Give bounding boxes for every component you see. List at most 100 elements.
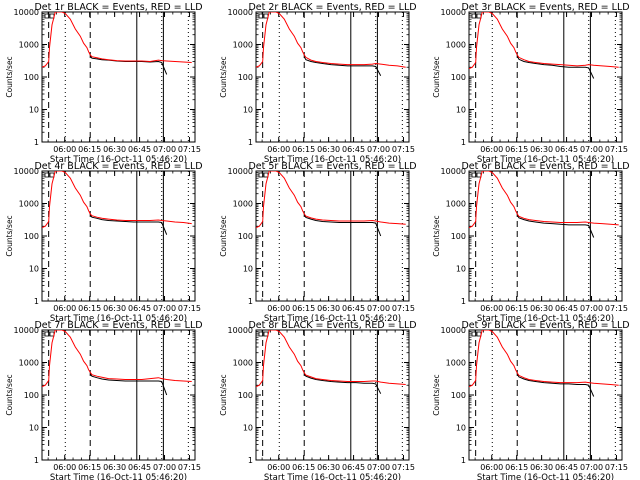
lld-line bbox=[256, 12, 406, 68]
x-tick-label: 06:15 bbox=[78, 145, 101, 154]
x-axis-label: Start Time (16-Oct-11 05:46:20) bbox=[264, 314, 401, 324]
x-tick-label: 07:00 bbox=[153, 145, 176, 154]
x-tick-label: 06:45 bbox=[342, 145, 365, 154]
x-tick-label: 06:45 bbox=[555, 304, 578, 313]
panel-title: Det 7r BLACK = Events, RED = LLD bbox=[34, 320, 202, 331]
time-markers bbox=[48, 330, 189, 460]
time-markers bbox=[262, 12, 403, 142]
x-tick-label: 06:00 bbox=[267, 463, 290, 472]
y-tick-label: 1 bbox=[461, 138, 466, 147]
x-tick-label: 06:45 bbox=[128, 304, 151, 313]
y-axis-label: Counts/sec bbox=[5, 215, 14, 256]
x-tick-label: 06:45 bbox=[555, 145, 578, 154]
y-tick-label: 10000 bbox=[14, 167, 39, 176]
lld-line bbox=[469, 12, 619, 70]
lld-line bbox=[42, 330, 192, 388]
legend-glyph bbox=[263, 331, 269, 337]
y-tick-label: 1000 bbox=[446, 359, 466, 368]
x-axis-label: Start Time (16-Oct-11 05:46:20) bbox=[50, 314, 187, 324]
y-axis-label: Counts/sec bbox=[432, 56, 441, 97]
x-tick-label: 06:30 bbox=[317, 304, 340, 313]
x-tick-label: 07:00 bbox=[153, 463, 176, 472]
y-tick-label: 1000 bbox=[446, 41, 466, 50]
x-tick-label: 06:15 bbox=[292, 304, 315, 313]
x-tick-label: 07:15 bbox=[178, 145, 201, 154]
x-tick-label: 07:15 bbox=[605, 463, 628, 472]
time-markers bbox=[262, 171, 403, 301]
y-tick-label: 100 bbox=[451, 73, 466, 82]
legend-glyph bbox=[263, 13, 269, 19]
x-tick-label: 06:00 bbox=[480, 145, 503, 154]
y-tick-label: 100 bbox=[238, 232, 253, 241]
y-tick-label: 1000 bbox=[233, 200, 253, 209]
x-tick-label: 06:15 bbox=[505, 463, 528, 472]
y-tick-label: 10000 bbox=[228, 326, 253, 335]
x-tick-label: 06:00 bbox=[267, 145, 290, 154]
y-tick-label: 1 bbox=[34, 297, 39, 306]
legend-glyph bbox=[471, 172, 477, 178]
y-tick-label: 10000 bbox=[228, 8, 253, 17]
x-tick-label: 06:45 bbox=[555, 463, 578, 472]
y-tick-label: 100 bbox=[24, 232, 39, 241]
x-tick-label: 06:30 bbox=[103, 304, 126, 313]
x-tick-label: 06:15 bbox=[78, 463, 101, 472]
y-tick-label: 10000 bbox=[14, 326, 39, 335]
legend-glyph bbox=[44, 13, 50, 19]
x-tick-label: 06:00 bbox=[267, 304, 290, 313]
x-tick-label: 07:15 bbox=[392, 463, 415, 472]
x-axis-label: Start Time (16-Oct-11 05:46:20) bbox=[264, 155, 401, 165]
x-tick-label: 06:15 bbox=[78, 304, 101, 313]
legend-glyph bbox=[476, 172, 482, 178]
x-tick-label: 06:30 bbox=[103, 145, 126, 154]
lld-line bbox=[42, 171, 192, 229]
y-tick-label: 10 bbox=[29, 106, 39, 115]
x-axis-label: Start Time (16-Oct-11 05:46:20) bbox=[50, 155, 187, 165]
y-tick-label: 10 bbox=[243, 265, 253, 274]
x-tick-label: 07:00 bbox=[367, 463, 390, 472]
x-tick-label: 06:30 bbox=[530, 145, 553, 154]
panel-title: Det 3r BLACK = Events, RED = LLD bbox=[461, 2, 629, 13]
y-tick-label: 10 bbox=[456, 424, 466, 433]
x-tick-label: 06:00 bbox=[480, 463, 503, 472]
x-tick-label: 07:00 bbox=[153, 304, 176, 313]
x-tick-label: 06:00 bbox=[53, 463, 76, 472]
legend-glyph bbox=[476, 13, 482, 19]
time-markers bbox=[48, 171, 189, 301]
legend-glyph bbox=[44, 331, 50, 337]
x-tick-label: 07:00 bbox=[580, 463, 603, 472]
y-axis-label: Counts/sec bbox=[219, 374, 228, 415]
y-tick-label: 10 bbox=[29, 424, 39, 433]
time-markers bbox=[475, 12, 616, 142]
legend-glyph bbox=[471, 13, 477, 19]
events-line bbox=[516, 214, 595, 238]
lld-line bbox=[256, 330, 406, 388]
time-markers bbox=[475, 330, 616, 460]
panel-3: Det 3r BLACK = Events, RED = LLD 1 10 100 10… bbox=[432, 2, 630, 165]
panel-title: Det 2r BLACK = Events, RED = LLD bbox=[248, 2, 416, 13]
lld-line bbox=[42, 12, 192, 68]
y-tick-label: 10000 bbox=[441, 167, 466, 176]
x-axis-label: Start Time (16-Oct-11 05:46:20) bbox=[477, 473, 614, 480]
lld-line bbox=[256, 171, 406, 229]
x-axis-label: Start Time (16-Oct-11 05:46:20) bbox=[477, 155, 614, 165]
y-axis-label: Counts/sec bbox=[432, 374, 441, 415]
time-markers bbox=[475, 171, 616, 301]
panel-title: Det 8r BLACK = Events, RED = LLD bbox=[248, 320, 416, 331]
legend-glyph bbox=[476, 331, 482, 337]
y-tick-label: 1 bbox=[34, 456, 39, 465]
x-tick-label: 07:15 bbox=[178, 463, 201, 472]
x-tick-label: 06:45 bbox=[342, 304, 365, 313]
legend-glyph bbox=[471, 331, 477, 337]
y-tick-label: 10 bbox=[29, 265, 39, 274]
y-axis-label: Counts/sec bbox=[5, 374, 14, 415]
y-tick-label: 10 bbox=[456, 106, 466, 115]
y-tick-label: 1 bbox=[248, 297, 253, 306]
x-tick-label: 06:15 bbox=[505, 145, 528, 154]
y-tick-label: 100 bbox=[24, 391, 39, 400]
x-axis-label: Start Time (16-Oct-11 05:46:20) bbox=[264, 473, 401, 480]
x-tick-label: 06:30 bbox=[103, 463, 126, 472]
y-tick-label: 100 bbox=[24, 73, 39, 82]
lld-line bbox=[469, 330, 619, 388]
x-tick-label: 06:30 bbox=[530, 463, 553, 472]
